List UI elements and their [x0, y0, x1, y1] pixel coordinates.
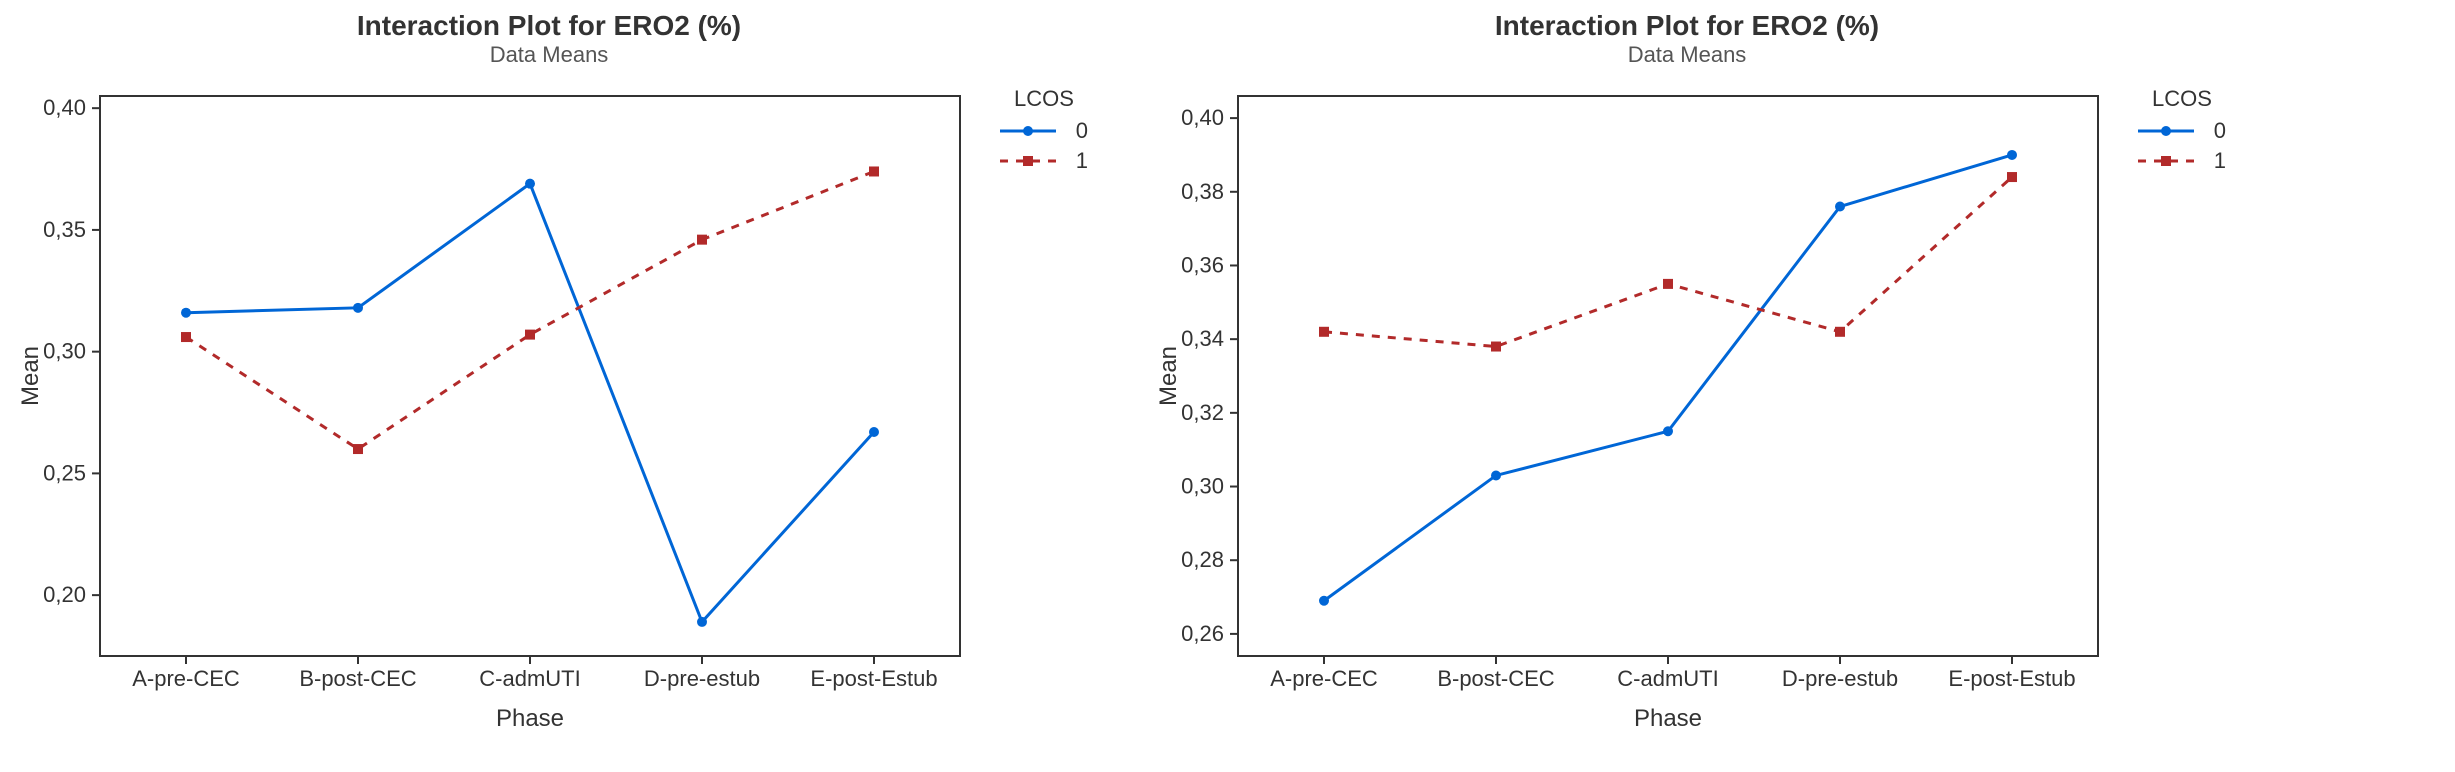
y-tick-label: 0,40 [1181, 105, 1224, 130]
series-marker-square-icon [697, 235, 707, 245]
series-marker-square-icon [2007, 172, 2017, 182]
legend-label: 0 [2212, 118, 2226, 144]
series-marker-square-icon [1491, 342, 1501, 352]
legend-item: 1 [1000, 148, 1088, 174]
y-tick-label: 0,38 [1181, 179, 1224, 204]
chart-body: 0,20 0,25 0,30 0,35 0,40 A-pre-CEC B-post-CEC C… [10, 76, 1088, 746]
y-tick-label: 0,26 [1181, 621, 1224, 646]
series-marker-circle-icon [525, 179, 535, 189]
chart-title: Interaction Plot for ERO2 (%) [1495, 10, 1879, 42]
x-tick-label: E-post-Estub [810, 666, 937, 691]
series-marker-circle-icon [869, 427, 879, 437]
series-marker-circle-icon [2007, 150, 2017, 160]
chart-body: 0,26 0,28 0,30 0,32 0,34 0,36 0,38 0,40 A-pre-CE… [1148, 76, 2226, 746]
y-tick-label: 0,20 [43, 582, 86, 607]
chart-plot: 0,20 0,25 0,30 0,35 0,40 A-pre-CEC B-post-CEC C… [10, 76, 980, 746]
chart-title: Interaction Plot for ERO2 (%) [357, 10, 741, 42]
series-marker-circle-icon [1835, 202, 1845, 212]
series-marker-square-icon [181, 332, 191, 342]
series-marker-circle-icon [1663, 426, 1673, 436]
chart-subtitle: Data Means [490, 42, 609, 68]
x-tick-label: C-admUTI [1617, 666, 1718, 691]
y-tick-label: 0,34 [1181, 326, 1224, 351]
y-tick-label: 0,25 [43, 460, 86, 485]
x-tick-label: A-pre-CEC [132, 666, 240, 691]
x-tick-label: C-admUTI [479, 666, 580, 691]
y-tick-label: 0,30 [1181, 474, 1224, 499]
y-tick-label: 0,36 [1181, 252, 1224, 277]
legend-title: LCOS [1000, 86, 1088, 112]
chart-plot: 0,26 0,28 0,30 0,32 0,34 0,36 0,38 0,40 A-pre-CE… [1148, 76, 2118, 746]
legend-swatch-square-icon [1000, 151, 1056, 171]
series-marker-square-icon [353, 444, 363, 454]
series-marker-circle-icon [1319, 596, 1329, 606]
series-marker-square-icon [1835, 327, 1845, 337]
series-marker-circle-icon [1491, 470, 1501, 480]
legend-label: 1 [2212, 148, 2226, 174]
x-axis-label: Phase [496, 705, 564, 732]
series-marker-circle-icon [697, 617, 707, 627]
x-tick-label: E-post-Estub [1948, 666, 2075, 691]
chart-subtitle: Data Means [1628, 42, 1747, 68]
series-marker-square-icon [525, 330, 535, 340]
legend-swatch-circle-icon [1000, 121, 1056, 141]
x-tick-label: B-post-CEC [299, 666, 416, 691]
x-axis-label: Phase [1634, 705, 1702, 732]
y-tick-label: 0,28 [1181, 547, 1224, 572]
x-tick-label: D-pre-estub [1782, 666, 1898, 691]
x-tick-label: B-post-CEC [1437, 666, 1554, 691]
series-marker-square-icon [869, 166, 879, 176]
legend-item: 1 [2138, 148, 2226, 174]
series-marker-square-icon [1663, 279, 1673, 289]
legend-label: 1 [1074, 148, 1088, 174]
x-tick-label: A-pre-CEC [1270, 666, 1378, 691]
series-marker-square-icon [1319, 327, 1329, 337]
series-marker-circle-icon [353, 303, 363, 313]
chart-legend: LCOS 0 1 [980, 76, 1088, 178]
legend-swatch-square-icon [2138, 151, 2194, 171]
y-tick-label: 0,35 [43, 217, 86, 242]
chart-right: Interaction Plot for ERO2 (%) Data Means… [1148, 10, 2226, 762]
y-axis-label: Mean [17, 346, 44, 406]
legend-swatch-circle-icon [2138, 121, 2194, 141]
legend-label: 0 [1074, 118, 1088, 144]
series-marker-circle-icon [181, 308, 191, 318]
legend-title: LCOS [2138, 86, 2226, 112]
y-axis-label: Mean [1155, 346, 1182, 406]
y-tick-label: 0,30 [43, 339, 86, 364]
plot-area [1238, 96, 2098, 656]
legend-item: 0 [2138, 118, 2226, 144]
chart-legend: LCOS 0 1 [2118, 76, 2226, 178]
y-tick-label: 0,40 [43, 95, 86, 120]
y-tick-label: 0,32 [1181, 400, 1224, 425]
legend-item: 0 [1000, 118, 1088, 144]
chart-left: Interaction Plot for ERO2 (%) Data Means… [10, 10, 1088, 762]
x-tick-label: D-pre-estub [644, 666, 760, 691]
